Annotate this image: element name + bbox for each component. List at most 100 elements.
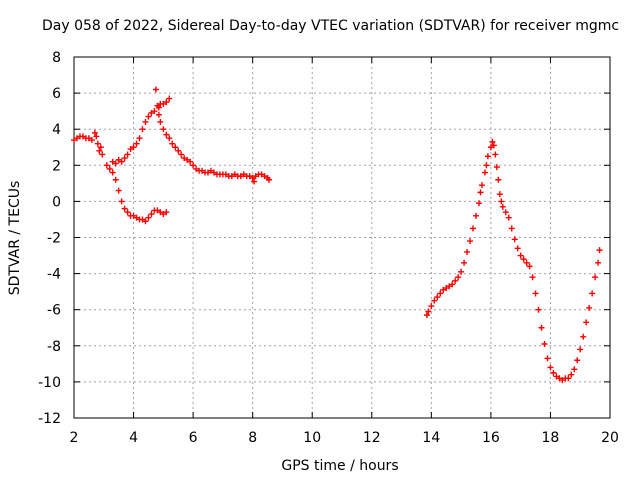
data-point <box>431 297 438 304</box>
x-tick-labels: 2 4 6 8 10 12 14 16 18 20 <box>70 430 619 446</box>
data-point <box>496 191 503 198</box>
data-point <box>91 129 98 136</box>
data-point <box>88 137 95 144</box>
y-tick-labels: -12 -10 -8 -6 -4 -2 0 2 4 6 8 <box>38 50 61 427</box>
y-tick-label: -6 <box>47 303 61 319</box>
data-point <box>97 144 104 151</box>
data-point <box>112 176 119 183</box>
data-point <box>565 375 572 382</box>
data-point <box>163 209 170 216</box>
data-point <box>467 238 474 245</box>
data-point <box>544 355 551 362</box>
data-point <box>166 95 173 102</box>
data-point <box>130 144 137 151</box>
data-point <box>529 274 536 281</box>
data-point <box>583 319 590 326</box>
data-point <box>586 304 593 311</box>
data-point <box>121 205 128 212</box>
data-point <box>508 225 515 232</box>
data-point <box>458 268 465 275</box>
x-tick-label: 10 <box>303 430 321 446</box>
data-point <box>550 369 557 376</box>
x-tick-label: 16 <box>482 430 500 446</box>
data-point <box>172 144 179 151</box>
data-point <box>523 259 530 266</box>
data-point <box>502 209 509 216</box>
data-point <box>464 248 471 255</box>
data-point <box>133 140 140 147</box>
data-point <box>266 176 273 183</box>
data-point <box>478 182 485 189</box>
data-point <box>477 189 484 196</box>
data-point <box>461 259 468 266</box>
data-point <box>452 277 459 284</box>
y-tick-label: -8 <box>47 339 61 355</box>
data-point <box>490 142 497 149</box>
y-tick-label: 8 <box>52 50 61 66</box>
data-point <box>499 203 506 210</box>
data-point <box>449 281 456 288</box>
data-point <box>175 147 182 154</box>
data-point <box>166 135 173 142</box>
data-point <box>526 263 533 270</box>
data-point <box>489 138 496 145</box>
data-point <box>187 158 194 165</box>
y-tick-label: -4 <box>47 267 61 283</box>
data-point <box>425 308 432 315</box>
data-point <box>145 214 152 221</box>
data-point <box>483 162 490 169</box>
grid-lines <box>74 57 610 418</box>
data-point <box>455 274 462 281</box>
data-point <box>121 155 128 162</box>
x-tick-label: 12 <box>363 430 381 446</box>
data-point <box>423 312 430 319</box>
data-point <box>498 198 505 205</box>
y-tick-label: -2 <box>47 231 61 247</box>
data-point <box>124 209 131 216</box>
data-point <box>547 364 554 371</box>
data-point <box>535 306 542 313</box>
data-point <box>589 290 596 297</box>
data-point <box>99 151 106 158</box>
data-point <box>155 111 162 118</box>
x-tick-label: 2 <box>70 430 79 446</box>
data-point <box>481 169 488 176</box>
x-tick-label: 8 <box>248 430 257 446</box>
y-tick-label: -10 <box>38 375 61 391</box>
data-point <box>574 357 581 364</box>
data-point <box>96 147 103 154</box>
data-point <box>470 225 477 232</box>
data-point <box>152 86 159 93</box>
data-point <box>106 165 113 172</box>
data-point <box>434 294 441 301</box>
data-point <box>517 252 524 259</box>
data-point <box>155 104 162 111</box>
data-point <box>520 256 527 263</box>
data-point <box>142 118 149 125</box>
chart-title: Day 058 of 2022, Sidereal Day-to-day VTE… <box>42 18 619 34</box>
x-tick-label: 20 <box>601 430 619 446</box>
data-point <box>148 211 155 218</box>
data-point <box>163 131 170 138</box>
y-tick-label: 4 <box>52 122 61 138</box>
data-point <box>109 169 116 176</box>
y-tick-label: 6 <box>52 86 61 102</box>
x-tick-label: 18 <box>542 430 560 446</box>
data-point <box>124 151 131 158</box>
data-point <box>151 108 158 115</box>
y-axis-label: SDTVAR / TECUs <box>7 181 23 296</box>
data-point <box>538 324 545 331</box>
data-point <box>160 126 167 133</box>
data-point <box>112 160 119 167</box>
tick-marks <box>73 56 611 419</box>
data-point <box>163 99 170 106</box>
data-point <box>475 200 482 207</box>
data-point <box>511 236 518 243</box>
y-tick-label: -12 <box>38 411 61 427</box>
data-point <box>571 366 578 373</box>
data-point <box>178 151 185 158</box>
data-point <box>145 113 152 120</box>
data-point <box>136 135 143 142</box>
